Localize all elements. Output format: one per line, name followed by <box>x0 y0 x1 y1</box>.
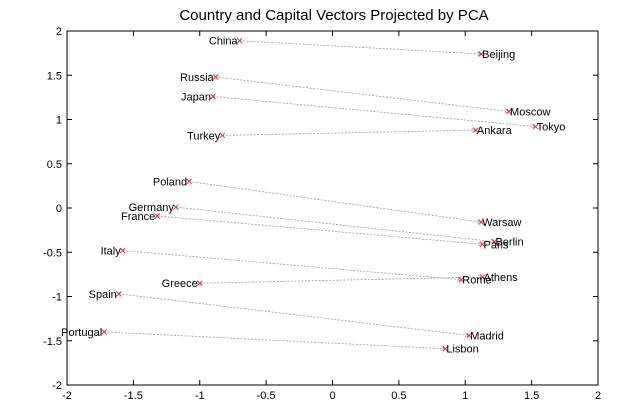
vector-arrow <box>199 277 483 284</box>
capital-label: Rome <box>462 275 491 287</box>
country-label: Germany <box>129 202 175 214</box>
x-tick-label: 2 <box>595 390 601 402</box>
vector-arrow <box>215 76 509 112</box>
vector-arrow <box>222 130 476 136</box>
point-labels: China Beijing Russia Moscow Japan Tokyo Turkey… <box>61 36 565 356</box>
chart-title: Country and Capital Vectors Projected by… <box>179 7 488 24</box>
y-tick-label: 0 <box>56 203 62 215</box>
country-marker <box>236 37 243 44</box>
vector-arrow <box>212 96 536 126</box>
y-tick-label: 0.5 <box>47 159 62 171</box>
capital-marker <box>532 123 539 130</box>
country-label: Italy <box>101 245 122 257</box>
country-marker <box>219 132 226 139</box>
country-label: Russia <box>180 72 215 84</box>
x-tick-label: 0 <box>329 390 335 402</box>
country-label: Portugal <box>61 327 102 339</box>
y-tick-label: 2 <box>56 26 62 38</box>
country-label: Turkey <box>187 130 221 142</box>
country-label: Japan <box>181 91 211 103</box>
country-marker <box>101 329 108 335</box>
country-label: Greece <box>162 278 198 290</box>
vector-arrow <box>239 40 482 54</box>
vector-arrow <box>118 293 469 336</box>
capital-label: Athens <box>484 272 519 284</box>
capital-marker <box>491 238 498 245</box>
country-label: Spain <box>89 289 117 301</box>
vector-arrow <box>157 215 482 244</box>
x-tick-label: 0.5 <box>391 390 406 402</box>
vector-arrow <box>189 181 481 222</box>
y-tick-label: 1.5 <box>47 70 62 82</box>
x-tick-label: -1.5 <box>124 390 143 402</box>
y-axis: -2 -1.5 -1 -0.5 0 0.5 1 1.5 2 <box>43 26 598 392</box>
point-markers <box>101 37 539 352</box>
capital-label: Moscow <box>510 107 550 119</box>
y-tick-label: 1 <box>56 115 62 127</box>
country-marker <box>212 74 219 80</box>
country-marker <box>196 280 203 287</box>
capital-label: Lisbon <box>446 344 478 356</box>
capital-marker <box>442 345 449 352</box>
country-marker <box>115 290 122 297</box>
capital-marker <box>478 219 485 226</box>
capital-label: Warsaw <box>482 217 521 229</box>
country-marker <box>173 204 179 210</box>
capital-label: Beijing <box>482 49 515 61</box>
country-marker <box>119 247 126 254</box>
capital-label: Paris <box>484 239 510 251</box>
x-tick-label: -0.5 <box>257 390 276 402</box>
vector-arrow <box>122 250 462 279</box>
country-label: China <box>209 36 239 48</box>
y-tick-label: -1 <box>52 292 62 304</box>
x-tick-label: 1 <box>462 390 468 402</box>
capital-marker <box>458 276 465 283</box>
capital-label: Berlin <box>495 237 523 249</box>
x-tick-label: 1.5 <box>524 390 539 402</box>
capital-marker <box>506 108 512 115</box>
country-marker <box>210 93 216 100</box>
x-tick-label: -1 <box>195 390 205 402</box>
country-marker <box>154 213 161 219</box>
capital-marker <box>479 274 486 280</box>
capital-marker <box>466 332 473 339</box>
vector-arrow <box>104 331 445 349</box>
vector-arrow <box>175 206 495 242</box>
x-tick-label: -2 <box>62 390 72 402</box>
x-axis: -2 -1.5 -1 -0.5 0 0.5 1 1.5 2 <box>62 31 601 402</box>
capital-marker <box>479 241 486 248</box>
capital-marker <box>478 51 485 57</box>
country-label: France <box>121 211 155 223</box>
country-label: Poland <box>153 176 187 188</box>
capital-label: Madrid <box>470 330 504 342</box>
capital-label: Ankara <box>477 125 513 137</box>
y-tick-label: -1.5 <box>43 336 62 348</box>
capital-label: Tokyo <box>537 122 566 134</box>
y-tick-label: -0.5 <box>43 247 62 259</box>
capital-marker <box>473 127 479 133</box>
vector-arrows <box>104 40 536 349</box>
y-tick-label: -2 <box>52 380 62 392</box>
country-marker <box>186 178 192 185</box>
